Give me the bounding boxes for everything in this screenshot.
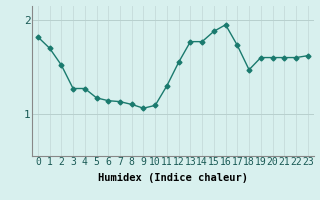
X-axis label: Humidex (Indice chaleur): Humidex (Indice chaleur) — [98, 173, 248, 183]
